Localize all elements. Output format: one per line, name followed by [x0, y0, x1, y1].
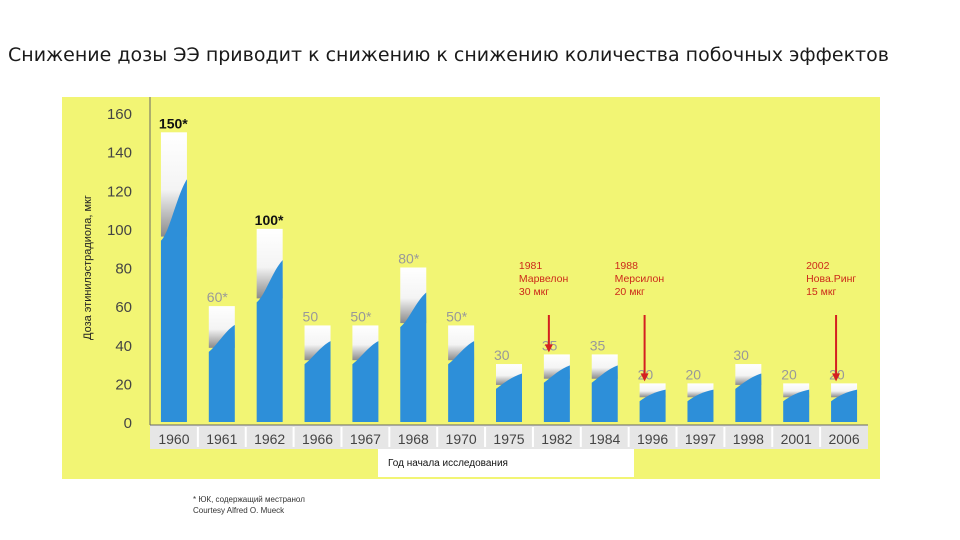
annotation-text: 1988 [615, 260, 639, 272]
x-tick-label: 1966 [302, 431, 333, 447]
x-tick-label: 1962 [254, 431, 285, 447]
x-tick-label: 1968 [398, 431, 429, 447]
annotation-text: Мерсилон [615, 273, 665, 285]
bar [208, 324, 235, 422]
slide-title: Снижение дозы ЭЭ приводит к снижению к с… [8, 44, 889, 66]
bar [687, 389, 714, 422]
bar-value-label: 30 [733, 347, 749, 363]
annotation-text: Марвелон [519, 273, 569, 285]
annotation-text: 15 мкг [806, 286, 836, 298]
annotation-arrowhead [832, 373, 841, 382]
y-tick-label: 160 [107, 106, 132, 123]
bar [496, 373, 522, 422]
bar-value-label: 30 [494, 347, 510, 363]
bar-value-label: 35 [590, 337, 606, 353]
bar-value-label: 20 [781, 366, 797, 382]
x-tick-label: 2001 [781, 431, 812, 447]
y-tick-label: 60 [115, 299, 132, 316]
bar-value-label: 50 [303, 308, 319, 324]
bar-value-label: 50* [350, 308, 372, 324]
footnote-line-1: * ЮК, содержащий местранол [193, 495, 305, 504]
bar-value-label: 80* [398, 251, 420, 267]
x-tick-label: 1960 [158, 431, 189, 447]
x-tick-label: 1967 [350, 431, 381, 447]
footnote: * ЮК, содержащий местранол Courtesy Alfr… [193, 494, 305, 516]
x-tick-label: 1970 [446, 431, 477, 447]
x-tick-label: 1975 [493, 431, 524, 447]
bar-value-label: 100* [255, 212, 284, 228]
bar [735, 373, 762, 422]
bar [448, 341, 475, 422]
annotation-text: Нова.Ринг [806, 273, 856, 285]
bar [160, 179, 187, 422]
x-axis-label: Год начала исследования [388, 458, 508, 469]
bar [591, 365, 618, 422]
x-tick-labels: 1960 1961 1962 1966 1967 1968 1970 1975 1982 1984… [158, 427, 860, 447]
xlabel-box [378, 449, 634, 477]
annotation-arrowhead [640, 373, 649, 382]
y-tick-label: 140 [107, 145, 132, 162]
x-tick-label: 2006 [828, 431, 859, 447]
x-tick-label: 1996 [637, 431, 668, 447]
bar [639, 389, 666, 422]
bar-value-label: 60* [207, 289, 229, 305]
bar [400, 292, 427, 422]
bar [831, 389, 858, 422]
bar [352, 341, 379, 422]
bar-value-label: 20 [685, 366, 701, 382]
y-tick-label: 120 [107, 183, 132, 200]
y-tick-label: 80 [115, 261, 132, 278]
annotation-text: 1981 [519, 260, 543, 272]
x-tick-label: 1982 [541, 431, 572, 447]
x-tick-label: 1997 [685, 431, 716, 447]
y-tick-label: 100 [107, 222, 132, 239]
y-tick-label: 20 [115, 376, 132, 393]
y-tick-labels: 0 20 40 60 80 100 120 140 160 [107, 106, 132, 432]
bar [304, 341, 331, 422]
x-tick-label: 1984 [589, 431, 620, 447]
annotation-text: 20 мкг [615, 286, 645, 298]
annotation-text: 30 мкг [519, 286, 549, 298]
y-tick-label: 40 [115, 338, 132, 355]
x-tick-label: 1961 [206, 431, 237, 447]
x-tick-label: 1998 [733, 431, 764, 447]
bar [256, 260, 283, 422]
bar-value-label: 150* [159, 115, 188, 131]
y-tick-label: 0 [124, 415, 132, 432]
bar [783, 389, 810, 422]
footnote-line-2: Courtesy Alfred O. Mueck [193, 506, 285, 515]
annotation-text: 2002 [806, 260, 830, 272]
annotation-arrowhead [544, 344, 553, 353]
bar [543, 365, 570, 422]
y-axis-label: Доза этинилэстрадиола, мкг [82, 195, 94, 340]
bar-value-label: 50* [446, 308, 468, 324]
x-axis-band [150, 425, 868, 449]
